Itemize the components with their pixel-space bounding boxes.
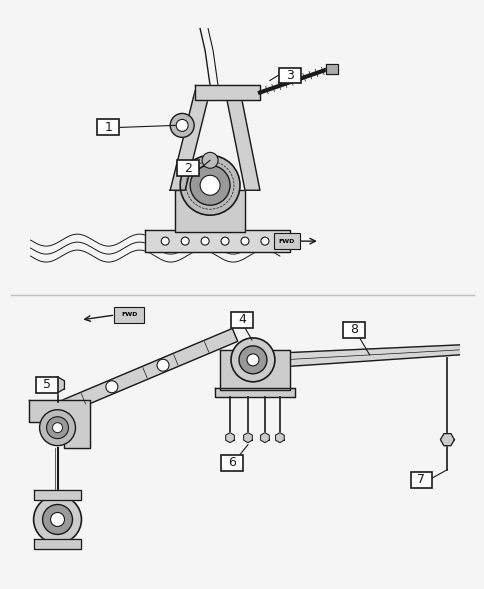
Text: 4: 4 <box>238 313 245 326</box>
Text: 8: 8 <box>349 323 357 336</box>
Polygon shape <box>220 350 289 390</box>
Circle shape <box>241 237 248 245</box>
Polygon shape <box>175 190 244 232</box>
Bar <box>409 472 432 488</box>
FancyBboxPatch shape <box>273 233 299 249</box>
Text: 7: 7 <box>417 473 424 486</box>
Text: 3: 3 <box>286 69 293 82</box>
Polygon shape <box>325 64 337 74</box>
Polygon shape <box>50 377 64 393</box>
Bar <box>35 377 58 393</box>
Polygon shape <box>170 91 210 190</box>
Circle shape <box>50 512 64 527</box>
Circle shape <box>246 354 258 366</box>
Circle shape <box>200 176 220 195</box>
Text: FWD: FWD <box>121 312 137 317</box>
Circle shape <box>157 359 168 371</box>
Polygon shape <box>275 433 284 443</box>
Bar <box>177 160 199 176</box>
Circle shape <box>106 381 118 393</box>
Polygon shape <box>33 489 81 499</box>
Circle shape <box>239 346 266 374</box>
Circle shape <box>52 423 62 433</box>
Circle shape <box>33 495 81 544</box>
Bar <box>230 312 253 328</box>
Bar <box>97 120 119 135</box>
Polygon shape <box>439 434 454 446</box>
Polygon shape <box>225 91 259 190</box>
Bar <box>278 68 300 84</box>
Circle shape <box>43 505 72 534</box>
Text: 6: 6 <box>227 456 236 469</box>
Circle shape <box>181 237 189 245</box>
Text: FWD: FWD <box>278 239 294 244</box>
Polygon shape <box>214 388 294 397</box>
Circle shape <box>221 237 228 245</box>
Circle shape <box>46 416 68 439</box>
Circle shape <box>202 153 218 168</box>
Circle shape <box>180 155 240 215</box>
Circle shape <box>190 166 229 205</box>
Circle shape <box>170 114 194 137</box>
Text: 5: 5 <box>43 378 50 391</box>
Circle shape <box>260 237 268 245</box>
Bar <box>221 455 242 471</box>
Circle shape <box>40 410 76 446</box>
Circle shape <box>201 237 209 245</box>
Polygon shape <box>43 329 237 421</box>
Circle shape <box>161 237 169 245</box>
FancyBboxPatch shape <box>114 307 144 323</box>
Polygon shape <box>243 433 252 443</box>
Circle shape <box>176 120 188 131</box>
Bar <box>342 322 364 338</box>
Polygon shape <box>145 230 289 252</box>
Polygon shape <box>29 400 90 448</box>
Text: 2: 2 <box>184 162 192 175</box>
Polygon shape <box>238 345 458 370</box>
Polygon shape <box>195 85 259 101</box>
Polygon shape <box>260 433 269 443</box>
Polygon shape <box>33 540 81 550</box>
Polygon shape <box>225 433 234 443</box>
Circle shape <box>230 338 274 382</box>
Text: 1: 1 <box>104 121 112 134</box>
